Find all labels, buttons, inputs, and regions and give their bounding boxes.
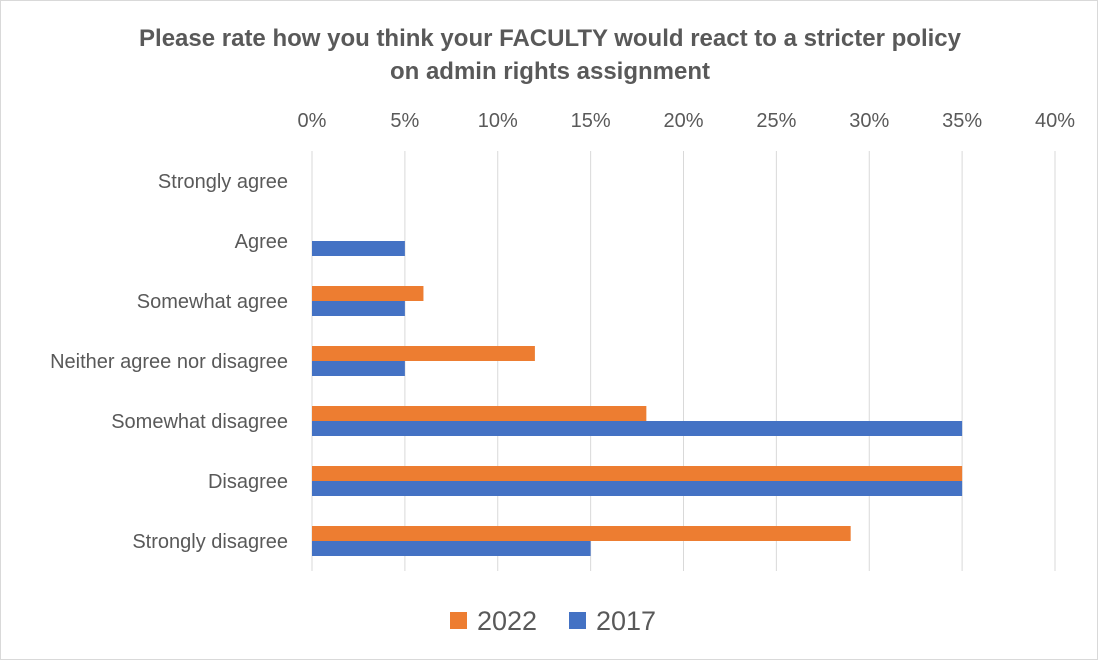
- x-tick-label: 15%: [571, 110, 611, 132]
- bar-2017-agree: [312, 241, 405, 256]
- x-tick-label: 5%: [390, 110, 419, 132]
- legend-label-2017: 2017: [596, 606, 656, 636]
- category-label: Somewhat disagree: [111, 411, 288, 433]
- x-tick-label: 30%: [849, 110, 889, 132]
- bar-2017-strongly-disagree: [312, 541, 591, 556]
- gridlines: [311, 151, 1056, 571]
- bar-2022-somewhat-agree: [312, 286, 424, 301]
- bar-2017-disagree: [312, 481, 963, 496]
- legend-swatch-2017: [569, 612, 586, 629]
- x-tick-label: 0%: [298, 110, 327, 132]
- category-label: Agree: [235, 231, 288, 253]
- category-label: Strongly agree: [158, 171, 288, 193]
- chart-title: Please rate how you think your FACULTY w…: [139, 25, 962, 85]
- x-axis-tick-labels: 0% 5% 10% 15% 20% 25% 30% 35% 40%: [298, 110, 1076, 132]
- category-label: Neither agree nor disagree: [50, 351, 288, 373]
- category-label: Disagree: [208, 471, 288, 493]
- x-tick-label: 35%: [942, 110, 982, 132]
- y-axis-category-labels: Strongly agree Agree Somewhat agree Neither…: [50, 171, 288, 553]
- bar-2022-disagree: [312, 466, 963, 481]
- bar-2017-neither-agree-nor-disagree: [312, 361, 405, 376]
- bars: [312, 241, 963, 556]
- category-label: Somewhat agree: [137, 291, 288, 313]
- x-tick-label: 10%: [478, 110, 518, 132]
- category-label: Strongly disagree: [132, 531, 288, 553]
- bar-2022-neither-agree-nor-disagree: [312, 346, 535, 361]
- chart-title-line-2: on admin rights assignment: [390, 58, 710, 85]
- chart-title-line-1: Please rate how you think your FACULTY w…: [139, 25, 962, 52]
- legend-swatch-2022: [450, 612, 467, 629]
- x-tick-label: 40%: [1035, 110, 1075, 132]
- x-tick-label: 20%: [663, 110, 703, 132]
- legend-label-2022: 2022: [477, 606, 537, 636]
- bar-2022-strongly-disagree: [312, 526, 851, 541]
- bar-2022-somewhat-disagree: [312, 406, 647, 421]
- x-tick-label: 25%: [756, 110, 796, 132]
- legend: 2022 2017: [450, 606, 656, 636]
- bar-2017-somewhat-agree: [312, 301, 405, 316]
- bar-2017-somewhat-disagree: [312, 421, 963, 436]
